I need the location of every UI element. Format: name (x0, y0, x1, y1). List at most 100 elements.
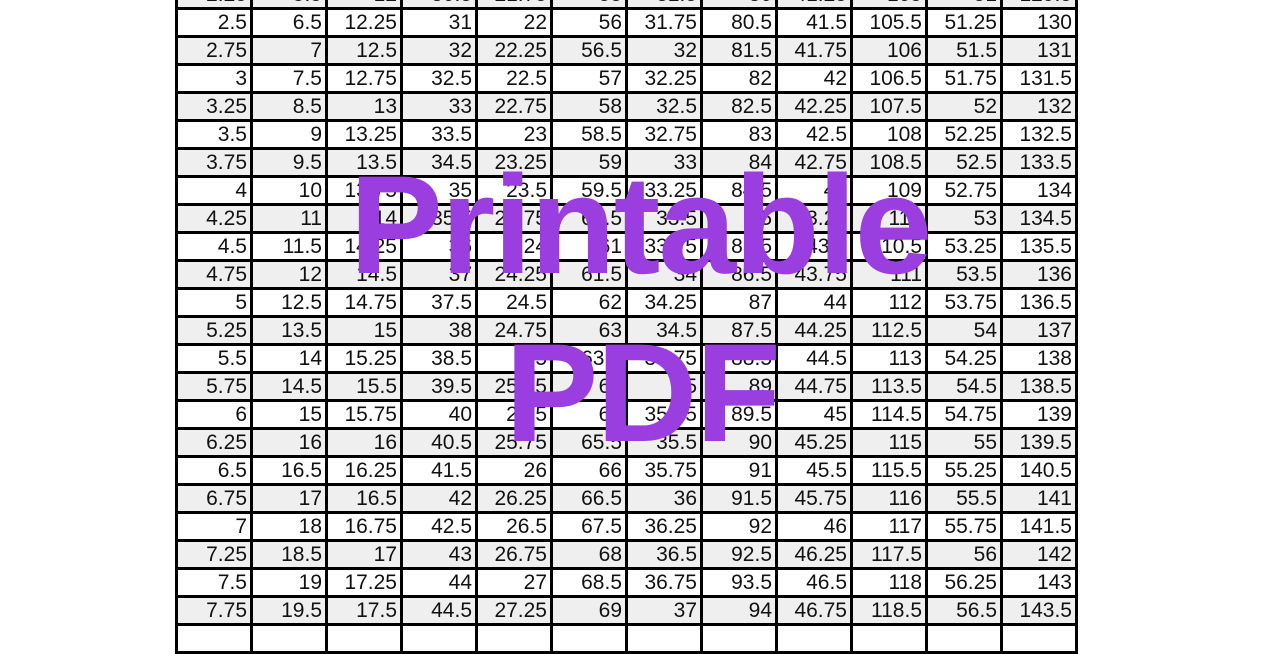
table-cell: 4.25 (175, 203, 253, 234)
table-cell: 37 (625, 595, 703, 626)
table-cell: 63 (550, 315, 628, 346)
table-cell: 64 (550, 371, 628, 402)
table-cell: 37.5 (400, 287, 478, 318)
table-cell: 34.75 (625, 343, 703, 374)
table-cell (250, 623, 328, 654)
table-cell: 33.5 (625, 203, 703, 234)
table-row: 6 15 15.75 40 25.5 65 35.25 89.5 45 114.5 54.75 139 (175, 399, 1078, 430)
table-cell: 17 (250, 483, 328, 514)
table-cell: 46.25 (775, 539, 853, 570)
table-cell: 14.75 (325, 287, 403, 318)
table-cell: 14 (250, 343, 328, 374)
table-cell: 21.75 (475, 0, 553, 10)
table-cell: 81.5 (700, 35, 778, 66)
table-cell: 132.5 (1000, 119, 1078, 150)
table-cell: 34 (625, 259, 703, 290)
table-cell: 17.25 (325, 567, 403, 598)
table-cell (700, 623, 778, 654)
table-row: 3.25 8.5 13 33 22.75 58 32.5 82.5 42.25 107.5 52 13… (175, 91, 1078, 122)
table-cell: 132 (1000, 91, 1078, 122)
table-row: 2.75 7 12.5 32 22.25 56.5 32 81.5 41.75 106 51.5 13… (175, 35, 1078, 66)
table-cell: 110 (850, 203, 928, 234)
overlay-title-printable: Printable (349, 146, 932, 303)
table-cell: 34.25 (625, 287, 703, 318)
table-cell: 4 (175, 175, 253, 206)
table-cell (850, 623, 928, 654)
table-cell: 59.5 (550, 175, 628, 206)
table-cell: 139 (1000, 399, 1078, 430)
table-cell: 86.5 (700, 259, 778, 290)
table-cell: 141.5 (1000, 511, 1078, 542)
table-cell: 40 (400, 399, 478, 430)
table-cell: 106 (850, 35, 928, 66)
table-cell: 51.25 (925, 7, 1003, 38)
table-cell: 33 (400, 91, 478, 122)
table-cell: 56.5 (925, 595, 1003, 626)
table-cell: 117.5 (850, 539, 928, 570)
table-cell: 34.5 (625, 315, 703, 346)
table-cell: 88.5 (700, 343, 778, 374)
table-cell: 54.5 (925, 371, 1003, 402)
table-cell: 6.75 (175, 483, 253, 514)
table-cell: 3.75 (175, 147, 253, 178)
table-cell: 92 (700, 511, 778, 542)
table-cell: 7.25 (175, 539, 253, 570)
table-cell: 13.75 (325, 175, 403, 206)
table-cell: 111 (850, 259, 928, 290)
table-cell: 53.75 (925, 287, 1003, 318)
table-row: 4.5 11.5 14.25 36 24 61 33.75 85.5 43.5 110.5 53.2… (175, 231, 1078, 262)
table-cell: 108 (850, 119, 928, 150)
table-row: 3.75 9.5 13.5 34.5 23.25 59 33 84 42.75 108.5 52.5… (175, 147, 1078, 178)
table-cell: 16 (325, 427, 403, 458)
table-cell (1000, 623, 1078, 654)
table-cell: 118.5 (850, 595, 928, 626)
table-cell: 93.5 (700, 567, 778, 598)
table-cell: 12.75 (325, 63, 403, 94)
table-cell: 26.75 (475, 539, 553, 570)
table-cell: 61.5 (550, 259, 628, 290)
table-cell: 24.25 (475, 259, 553, 290)
table-cell: 37 (400, 259, 478, 290)
table-cell: 107.5 (850, 91, 928, 122)
table-cell: 87 (700, 287, 778, 318)
table-cell: 131.5 (1000, 63, 1078, 94)
table-cell: 16.25 (325, 455, 403, 486)
table-cell: 51 (925, 0, 1003, 10)
table-row: 3 7.5 12.75 32.5 22.5 57 32.25 82 42 106.5 51.75 13… (175, 63, 1078, 94)
table-cell: 52.25 (925, 119, 1003, 150)
table-cell: 18 (250, 511, 328, 542)
table-cell: 19 (250, 567, 328, 598)
table-row: 7.75 19.5 17.5 44.5 27.25 69 37 94 46.75 118.5 56.… (175, 595, 1078, 626)
table-cell: 45.25 (775, 427, 853, 458)
conversion-table: 2.255.51230.521.755531.58041.2510551129.… (175, 0, 1078, 654)
table-cell: 42 (400, 483, 478, 514)
table-cell: 14.5 (325, 259, 403, 290)
table-cell: 112 (850, 287, 928, 318)
table-cell: 131 (1000, 35, 1078, 66)
table-cell: 19.5 (250, 595, 328, 626)
table-cell: 53.5 (925, 259, 1003, 290)
table-cell: 6.25 (175, 427, 253, 458)
table-row: 4.75 12 14.5 37 24.25 61.5 34 86.5 43.75 111 53.5 1… (175, 259, 1078, 290)
table-cell: 141 (1000, 483, 1078, 514)
table-cell: 80.5 (700, 7, 778, 38)
table-cell: 80 (700, 0, 778, 10)
table-cell: 41.5 (400, 455, 478, 486)
table-cell: 6 (175, 399, 253, 430)
table-cell: 35.75 (625, 455, 703, 486)
table-cell: 51.75 (925, 63, 1003, 94)
table-cell: 35.25 (625, 399, 703, 430)
table-cell: 35.5 (625, 427, 703, 458)
table-cell (325, 623, 403, 654)
table-cell: 46.75 (775, 595, 853, 626)
table-cell: 130 (1000, 7, 1078, 38)
table-cell: 23.5 (475, 175, 553, 206)
table-cell: 5 (175, 287, 253, 318)
table-cell: 33.75 (625, 231, 703, 262)
table-cell: 32.75 (625, 119, 703, 150)
table-cell: 67.5 (550, 511, 628, 542)
table-cell: 42.5 (400, 511, 478, 542)
table-cell: 58 (550, 91, 628, 122)
table-cell: 42.5 (775, 119, 853, 150)
table-cell: 53 (925, 203, 1003, 234)
